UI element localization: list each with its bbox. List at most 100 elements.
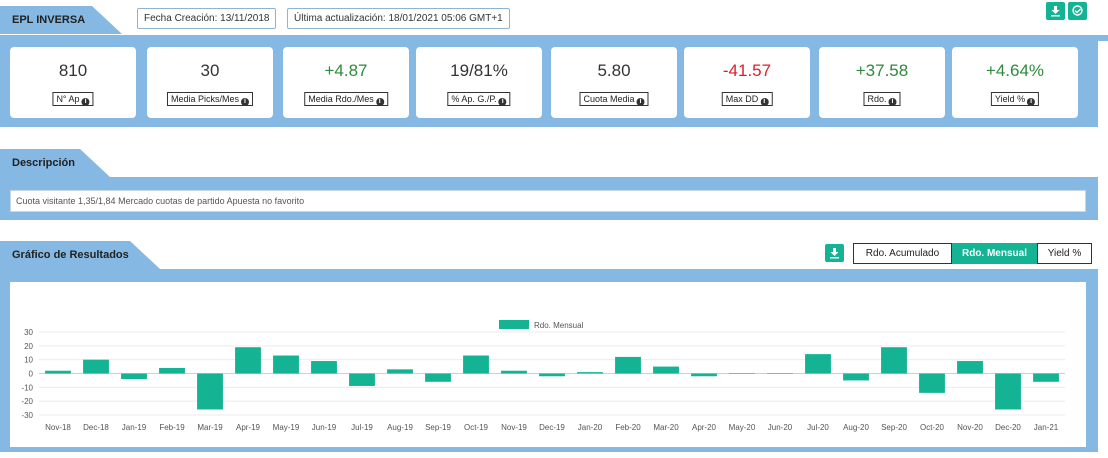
- bar: [273, 355, 299, 374]
- stat-card-avg-result: +4.87 Media Rdo./Mes i: [283, 47, 409, 118]
- verified-button[interactable]: [1068, 2, 1087, 20]
- x-tick-label: May-20: [729, 423, 756, 432]
- toggle-yield[interactable]: Yield %: [1037, 243, 1092, 264]
- x-tick-label: Sep-20: [881, 423, 907, 432]
- strategy-title-tab: EPL INVERSA: [0, 6, 122, 34]
- x-tick-label: Sep-19: [425, 423, 451, 432]
- stat-value: +4.87: [324, 61, 368, 80]
- info-icon[interactable]: i: [81, 98, 90, 106]
- results-tab: Gráfico de Resultados: [0, 241, 160, 269]
- bar: [501, 370, 527, 374]
- stat-card-avg-odds: 5.80 Cuota Media i: [551, 47, 677, 118]
- description-title: Descripción: [12, 157, 75, 169]
- bar: [83, 359, 109, 374]
- strategy-title: EPL INVERSA: [12, 14, 86, 26]
- info-icon[interactable]: i: [375, 98, 384, 106]
- x-tick-label: Aug-20: [843, 423, 869, 432]
- bar: [311, 361, 337, 374]
- x-tick-label: Aug-19: [387, 423, 413, 432]
- description-text: Cuota visitante 1,35/1,84 Mercado cuotas…: [10, 190, 1086, 212]
- x-tick-label: Feb-20: [615, 423, 641, 432]
- info-icon[interactable]: i: [241, 98, 250, 106]
- x-tick-label: Feb-19: [159, 423, 185, 432]
- stat-card-yield: +4.64% Yield % i: [952, 47, 1078, 118]
- x-tick-label: Mar-20: [653, 423, 679, 432]
- stat-label[interactable]: Max DD i: [721, 92, 773, 106]
- bar: [919, 373, 945, 393]
- x-tick-label: Jun-20: [768, 423, 793, 432]
- bar: [995, 373, 1021, 410]
- stat-value: -41.57: [722, 61, 772, 80]
- bar: [45, 370, 71, 374]
- bar: [577, 372, 603, 374]
- last-update-badge: Última actualización: 18/01/2021 05:06 G…: [287, 8, 510, 29]
- y-tick-label: 30: [24, 328, 33, 337]
- bar: [349, 373, 375, 386]
- bar: [843, 373, 869, 381]
- bar: [197, 373, 223, 410]
- bar: [653, 366, 679, 374]
- stat-card-num-ap: 810 N° Ap i: [10, 47, 136, 118]
- bar: [121, 373, 147, 380]
- stat-card-picks-month: 30 Media Picks/Mes i: [147, 47, 273, 118]
- info-icon[interactable]: i: [1027, 98, 1036, 106]
- description-divider: [0, 177, 1098, 183]
- info-icon[interactable]: i: [760, 98, 769, 106]
- download-button[interactable]: [1046, 2, 1065, 20]
- stat-card-result: +37.58 Rdo. i: [819, 47, 945, 118]
- x-tick-label: Mar-19: [197, 423, 223, 432]
- y-tick-label: 0: [29, 370, 34, 379]
- y-tick-label: 10: [24, 356, 33, 365]
- download-icon: [830, 248, 839, 259]
- x-tick-label: Apr-19: [236, 423, 261, 432]
- stat-card-max-dd: -41.57 Max DD i: [684, 47, 810, 118]
- x-tick-label: Jul-19: [351, 423, 373, 432]
- x-tick-label: Apr-20: [692, 423, 717, 432]
- x-tick-label: May-19: [273, 423, 300, 432]
- bar: [805, 354, 831, 374]
- bar: [729, 373, 755, 374]
- x-tick-label: Nov-20: [957, 423, 983, 432]
- x-tick-label: Dec-19: [539, 423, 565, 432]
- x-tick-label: Jun-19: [312, 423, 337, 432]
- bar: [159, 367, 185, 374]
- x-tick-label: Dec-20: [995, 423, 1021, 432]
- bar: [957, 361, 983, 374]
- stat-value: 810: [58, 61, 88, 80]
- stat-label[interactable]: Media Rdo./Mes i: [304, 92, 388, 106]
- y-tick-label: -20: [21, 397, 33, 406]
- stat-label[interactable]: N° Ap i: [52, 92, 94, 106]
- x-tick-label: Nov-18: [45, 423, 71, 432]
- stat-label[interactable]: Yield % i: [990, 92, 1040, 106]
- y-tick-label: 20: [24, 342, 33, 351]
- stat-label[interactable]: Rdo. i: [863, 92, 901, 106]
- bar: [539, 373, 565, 377]
- header-divider: [0, 35, 1108, 41]
- stat-label[interactable]: % Ap. G./P. i: [447, 92, 511, 106]
- toggle-cumulative-result[interactable]: Rdo. Acumulado: [853, 243, 952, 264]
- stat-label[interactable]: Media Picks/Mes i: [166, 92, 254, 106]
- info-icon[interactable]: i: [888, 98, 897, 106]
- chart-download-button[interactable]: [825, 244, 844, 262]
- bar: [691, 373, 717, 377]
- info-icon[interactable]: i: [498, 98, 507, 106]
- y-tick-label: -10: [21, 383, 33, 392]
- results-divider: [0, 269, 1098, 275]
- creation-date-badge: Fecha Creación: 13/11/2018: [137, 8, 277, 29]
- download-icon: [1051, 6, 1060, 17]
- y-tick-label: -30: [21, 411, 33, 420]
- x-tick-label: Oct-19: [464, 423, 489, 432]
- stat-label[interactable]: Cuota Media i: [579, 92, 649, 106]
- bar: [463, 355, 489, 374]
- check-badge-icon: [1072, 5, 1083, 16]
- legend-label: Rdo. Mensual: [534, 321, 584, 330]
- stat-card-win-loss: 19/81% % Ap. G./P. i: [416, 47, 542, 118]
- x-tick-label: Jan-21: [1034, 423, 1059, 432]
- x-tick-label: Dec-18: [83, 423, 109, 432]
- x-tick-label: Jan-19: [122, 423, 147, 432]
- chart-panel: 30 20 10 0 -10 -20 -30 Rdo. Mensual Nov-18 Dec-18…: [10, 282, 1086, 447]
- toggle-monthly-result[interactable]: Rdo. Mensual: [952, 243, 1037, 264]
- info-icon[interactable]: i: [636, 98, 645, 106]
- x-tick-label: Jan-20: [578, 423, 603, 432]
- bar: [615, 356, 641, 374]
